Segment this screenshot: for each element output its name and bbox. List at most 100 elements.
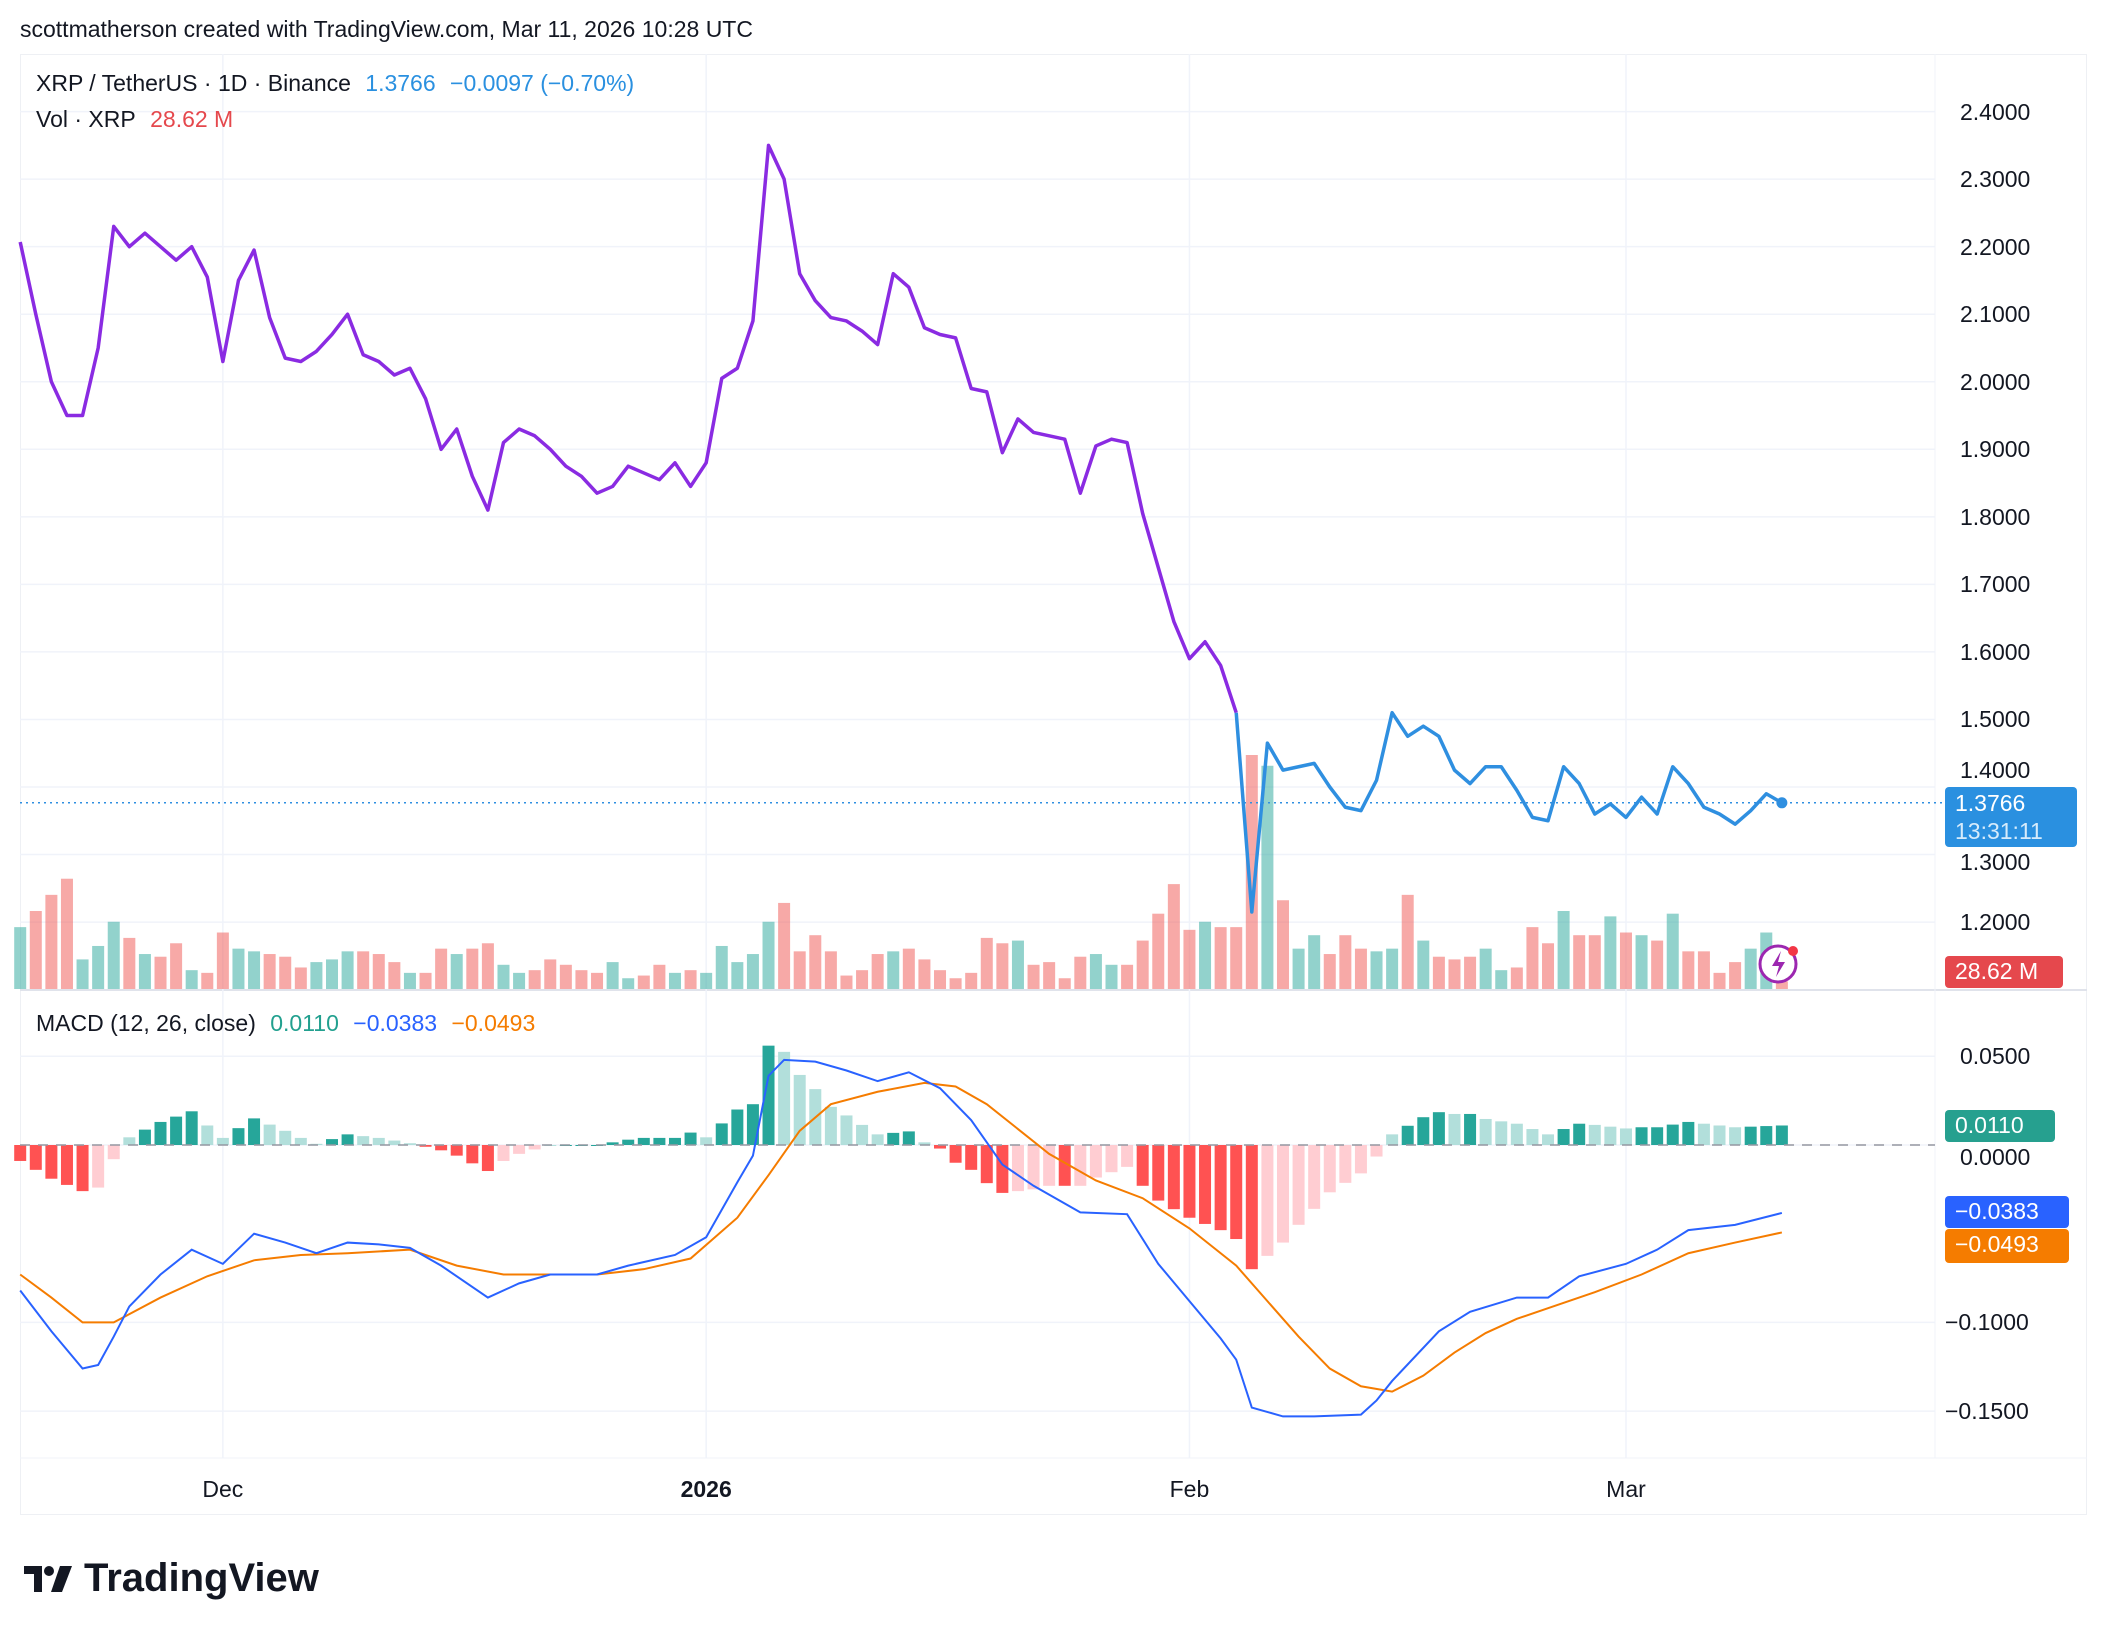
macd-histogram-bar xyxy=(154,1121,167,1145)
volume-bar xyxy=(840,975,853,989)
volume-bar xyxy=(1697,951,1710,989)
tradingview-logo[interactable]: TradingView xyxy=(24,1556,319,1601)
macd-histogram-bar xyxy=(481,1145,494,1172)
macd-signal-tag: −0.0493 xyxy=(1945,1229,2069,1263)
volume-bar xyxy=(216,932,229,989)
volume-bar xyxy=(1448,959,1461,989)
volume-bar xyxy=(481,943,494,989)
macd-histogram-bar xyxy=(232,1128,245,1145)
lightning-icon[interactable] xyxy=(1758,944,1798,984)
macd-histogram-bar xyxy=(170,1116,183,1145)
time-axis-label: Dec xyxy=(202,1476,244,1502)
volume-bar xyxy=(403,972,416,989)
volume-bar xyxy=(1417,940,1430,989)
macd-histogram-bar xyxy=(92,1145,105,1188)
macd-legend: MACD (12, 26, close) 0.0110 −0.0383 −0.0… xyxy=(36,1010,543,1037)
volume-bar xyxy=(856,970,869,989)
macd-histogram-bar xyxy=(637,1137,650,1145)
volume-bar xyxy=(14,927,27,989)
macd-histogram-bar xyxy=(996,1145,1009,1193)
macd-histogram-bar xyxy=(1510,1123,1523,1145)
macd-histogram-bar xyxy=(1058,1145,1071,1186)
time-axis-label: Feb xyxy=(1169,1476,1210,1502)
volume-bar xyxy=(746,954,759,989)
macd-histogram-bar xyxy=(388,1140,401,1145)
macd-histogram-bar xyxy=(762,1045,775,1145)
volume-bar xyxy=(1027,964,1040,989)
volume-bar xyxy=(107,921,120,989)
volume-bar xyxy=(824,951,837,989)
volume-bar xyxy=(1214,927,1227,989)
macd-histogram-bar xyxy=(107,1145,120,1160)
macd-histogram-bar xyxy=(856,1124,869,1145)
volume-bar xyxy=(1542,943,1555,989)
volume-bar xyxy=(60,878,73,989)
macd-histogram-bar xyxy=(1448,1113,1461,1145)
volume-bar xyxy=(809,935,822,989)
macd-histogram-bar xyxy=(216,1137,229,1145)
volume-bar xyxy=(1105,964,1118,989)
macd-histogram-bar xyxy=(1276,1145,1289,1243)
symbol-title[interactable]: XRP / TetherUS · 1D · Binance xyxy=(36,70,351,96)
volume-value: 28.62 M xyxy=(150,106,234,132)
macd-histogram-bar xyxy=(668,1137,681,1145)
volume-bar xyxy=(1401,894,1414,989)
macd-histogram-bar xyxy=(1167,1145,1180,1210)
macd-histogram-bar xyxy=(1370,1145,1383,1157)
macd-histogram-bar xyxy=(419,1145,432,1147)
volume-bar xyxy=(1261,765,1274,989)
macd-histogram-bar xyxy=(513,1145,526,1154)
volume-bar xyxy=(232,948,245,989)
macd-histogram-bar xyxy=(1152,1145,1165,1201)
macd-histogram-bar xyxy=(14,1145,27,1161)
volume-bar xyxy=(700,972,713,989)
volume-bar xyxy=(1245,755,1258,989)
macd-histogram-bar xyxy=(1588,1124,1601,1145)
macd-histogram-bar xyxy=(606,1142,619,1145)
price-axis-label: 1.3000 xyxy=(1960,848,2031,875)
price-axis-label: 1.5000 xyxy=(1960,706,2031,733)
macd-histogram-bar xyxy=(1760,1126,1773,1145)
macd-histogram-bar xyxy=(700,1137,713,1145)
macd-title[interactable]: MACD (12, 26, close) xyxy=(36,1010,256,1036)
volume-title[interactable]: Vol · XRP xyxy=(36,106,136,132)
volume-bar xyxy=(1619,932,1632,989)
price-change: −0.0097 (−0.70%) xyxy=(450,70,635,96)
macd-histogram-bar xyxy=(1635,1127,1648,1145)
volume-bar xyxy=(1276,900,1289,989)
macd-histogram-bar xyxy=(1199,1145,1212,1224)
macd-histogram-bar xyxy=(1557,1129,1570,1145)
volume-bar xyxy=(1058,978,1071,989)
volume-bar xyxy=(591,972,604,989)
macd-histogram-bar xyxy=(279,1130,292,1145)
price-line-recent xyxy=(1234,710,1783,914)
volume-bar xyxy=(715,945,728,989)
volume-bar xyxy=(1713,972,1726,989)
price-axis-label: 1.7000 xyxy=(1960,571,2031,598)
volume-bar xyxy=(372,954,385,989)
volume-bar xyxy=(1510,967,1523,989)
volume-bar xyxy=(980,937,993,989)
macd-histogram-bar xyxy=(466,1145,479,1164)
macd-histogram-bar xyxy=(1136,1145,1149,1186)
volume-bar xyxy=(778,902,791,989)
last-price: 1.3766 xyxy=(365,70,436,96)
macd-signal-line xyxy=(19,1081,1783,1393)
price-axis-label: 1.6000 xyxy=(1960,638,2031,665)
macd-histogram-bar xyxy=(949,1145,962,1163)
macd-histogram-bar xyxy=(1323,1145,1336,1193)
volume-bar xyxy=(1152,913,1165,989)
volume-bar xyxy=(544,959,557,989)
volume-bar xyxy=(248,951,261,989)
volume-bar xyxy=(1775,981,1788,989)
macd-histogram-bar xyxy=(1308,1145,1321,1209)
chart-frame xyxy=(20,54,2087,1515)
volume-bar xyxy=(668,972,681,989)
volume-bar xyxy=(1074,956,1087,989)
macd-histogram-bar xyxy=(902,1131,915,1145)
volume-bar xyxy=(1121,964,1134,989)
macd-axis-label: −0.1500 xyxy=(1945,1398,2029,1425)
macd-histogram-bar xyxy=(980,1145,993,1184)
macd-histogram-bar xyxy=(248,1118,261,1145)
